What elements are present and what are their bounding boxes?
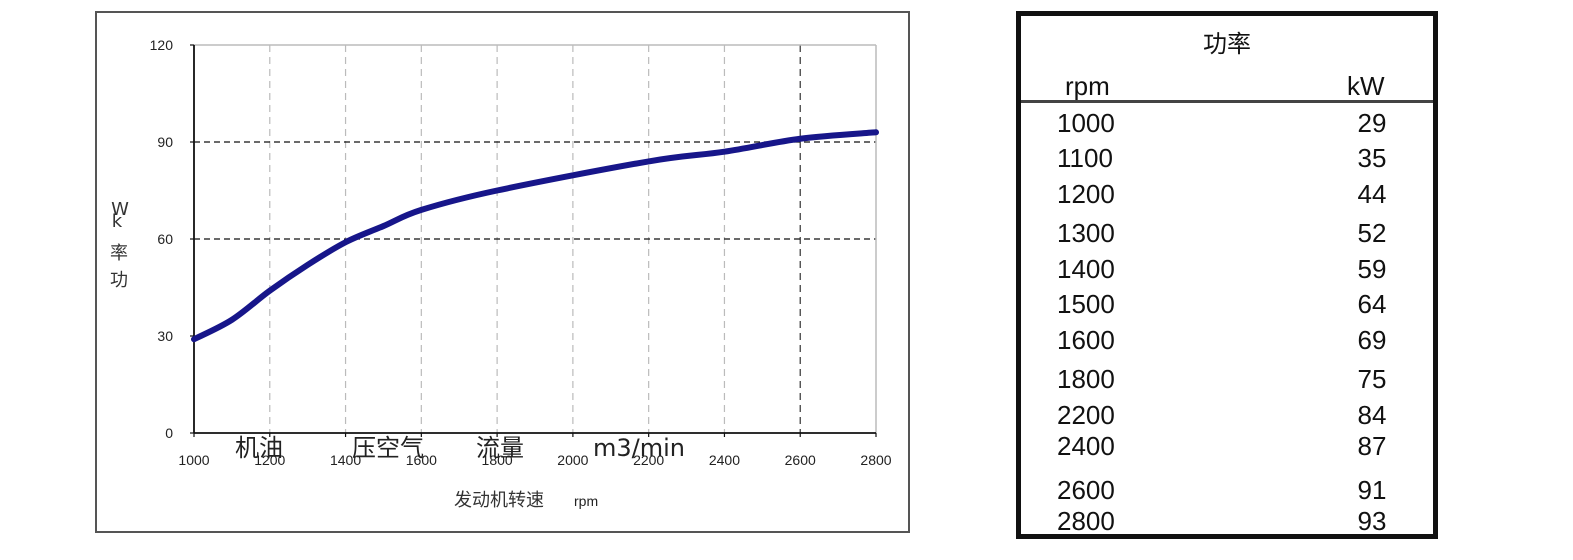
x-tick-label-1600: 1600 [406,452,437,468]
cell-kw: 64 [1357,289,1387,319]
y-tick-label-120: 120 [150,37,174,53]
cell-kw: 44 [1357,179,1387,209]
cell-rpm: 1500 [1057,289,1115,319]
cell-kw: 91 [1357,475,1387,505]
table-row: 1400 59 [1021,254,1433,284]
data-point-2400 [721,149,728,155]
x-tick-label-2000: 2000 [557,452,588,468]
x-tick-label-2400: 2400 [709,452,740,468]
data-point-1800 [494,187,500,194]
data-point-1300 [305,262,311,268]
table-header-kw: kW [1347,71,1385,101]
x-tick-label-1800: 1800 [482,452,513,468]
table-row: 2400 87 [1021,431,1433,461]
table-row: 2200 84 [1021,400,1433,430]
cell-kw: 52 [1357,218,1387,248]
y-tick-label-0: 0 [165,425,173,441]
cell-kw: 35 [1357,143,1387,173]
cell-rpm: 1100 [1057,143,1113,173]
data-point-1000 [191,336,197,342]
table-row: 1000 29 [1021,108,1433,138]
data-point-1200 [267,288,273,294]
x-tick-label-1000: 1000 [178,452,209,468]
table-row: 2600 91 [1021,475,1433,505]
overlay-text-3: m3/min [593,434,685,462]
table-row: 2800 93 [1021,506,1433,536]
table-row: 1100 35 [1021,143,1433,173]
cell-rpm: 1000 [1057,108,1115,138]
data-point-1500 [380,223,387,229]
x-tick-label-2800: 2800 [860,452,891,468]
y-axis-label-char-2: 率 [110,243,128,264]
table-row: 1600 69 [1021,325,1433,355]
data-point-2800 [873,129,879,135]
cell-rpm: 1300 [1057,218,1115,248]
x-tick-label-1400: 1400 [330,452,361,468]
cell-kw: 93 [1357,506,1387,536]
table-row: 1500 64 [1021,289,1433,319]
cell-rpm: 2800 [1057,506,1115,536]
chart-panel: 1000 1200 1400 1600 1800 2000 2200 2400 2600 2800… [95,11,910,533]
data-point-2600 [797,136,803,142]
x-tick-label-2600: 2600 [785,452,816,468]
cell-kw: 75 [1357,364,1387,394]
overlay-text-0: 机油 [235,434,283,462]
cell-rpm: 2200 [1057,400,1115,430]
x-axis-unit: rpm [574,493,598,509]
x-tick-label-1200: 1200 [254,452,285,468]
table-row: 1300 52 [1021,218,1433,248]
table-title: 功率 [1203,30,1251,58]
overlay-text-2: 流量 [476,434,524,462]
cell-rpm: 1400 [1057,254,1115,284]
data-point-1400 [342,239,349,245]
table-header-rpm: rpm [1065,71,1110,101]
overlay-text-1: 压空气 [352,434,424,462]
data-point-1600 [418,207,424,213]
y-axis-label-char-0: W [111,199,129,220]
y-tick-label-60: 60 [157,231,173,247]
table-row: 1200 44 [1021,179,1433,209]
cell-kw: 69 [1357,325,1387,355]
power-series-line [191,129,879,343]
cell-kw: 87 [1357,431,1387,461]
cell-rpm: 2600 [1057,475,1115,505]
cell-rpm: 1600 [1057,325,1115,355]
y-tick-label-90: 90 [157,134,173,150]
table-row: 1800 75 [1021,364,1433,394]
cell-rpm: 2400 [1057,431,1115,461]
data-point-1100 [229,317,235,323]
cell-kw: 29 [1357,108,1387,138]
table-header-divider [1021,100,1433,103]
cell-kw: 59 [1357,254,1387,284]
cell-rpm: 1800 [1057,364,1115,394]
power-curve-chart: 1000 1200 1400 1600 1800 2000 2200 2400 2600 2800… [110,37,892,511]
x-axis-title: 发动机转速 [454,490,544,511]
y-tick-label-30: 30 [157,328,173,344]
data-point-2200 [646,158,652,164]
y-axis-label-char-3: 功 [110,270,128,291]
power-table: 功率 rpm kW 1000 29 1100 35 1200 44 1300 52 1400 59… [1016,11,1438,539]
cell-rpm: 1200 [1057,179,1115,209]
x-tick-label-2200: 2200 [633,452,664,468]
y-axis-label-char-1: k [112,211,123,232]
cell-kw: 84 [1357,400,1387,430]
